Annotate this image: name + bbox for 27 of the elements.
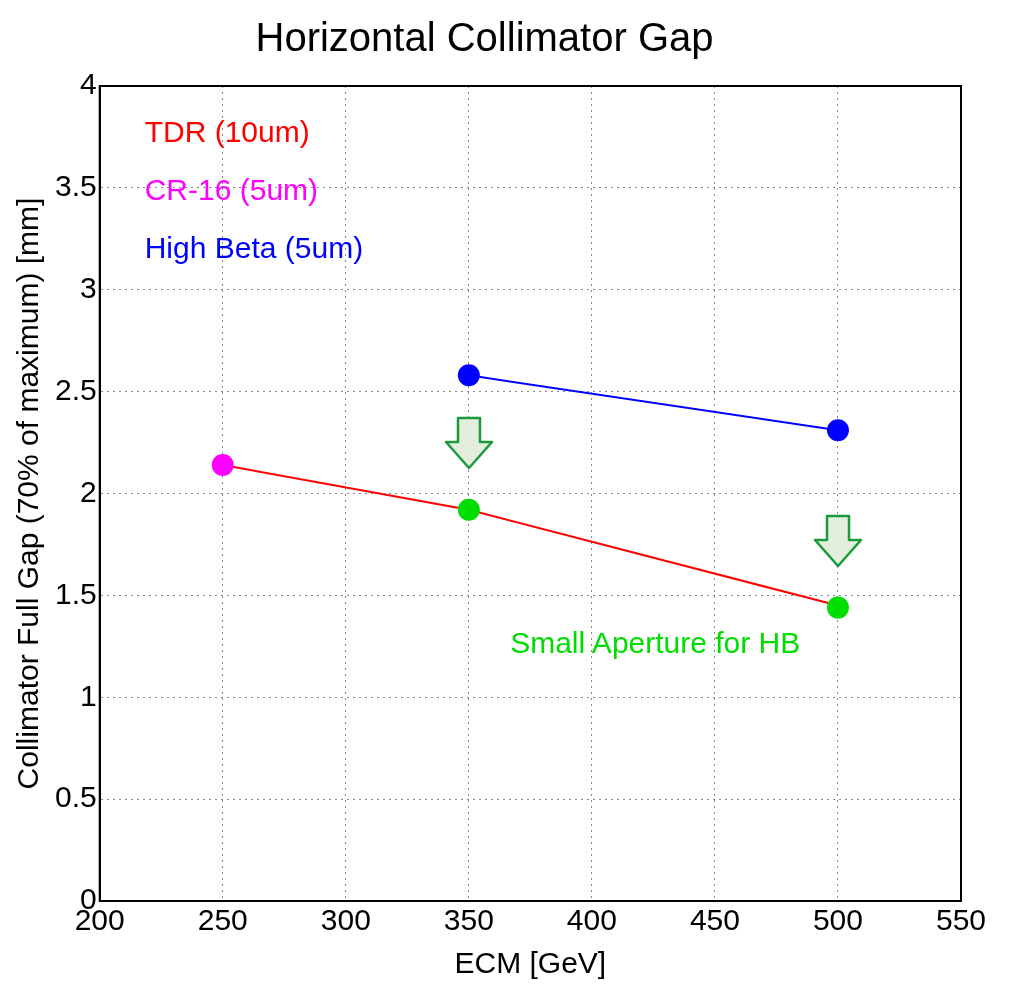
y-tick-label: 2.5 xyxy=(54,372,97,406)
point xyxy=(457,498,480,521)
x-tick-label: 550 xyxy=(935,903,987,937)
x-tick-label: 400 xyxy=(566,903,617,937)
y-tick-label: 2 xyxy=(80,474,97,508)
x-tick-label: 450 xyxy=(689,903,740,937)
x-tick-label: 500 xyxy=(812,903,863,937)
annotation: Small Aperture for HB xyxy=(510,625,801,659)
y-axis-title: Collimator Full Gap (70% of maximum) [mm] xyxy=(11,197,45,790)
x-axis-title: ECM [GeV] xyxy=(454,946,607,980)
chart-title: Horizontal Collimator Gap xyxy=(255,15,714,60)
y-tick-label: 0.5 xyxy=(54,780,97,814)
y-tick-label: 1 xyxy=(80,678,97,712)
text: CR-16 (5um) xyxy=(144,173,319,207)
point xyxy=(457,364,480,387)
text: TDR (10um) xyxy=(144,115,310,149)
text: High Beta (5um) xyxy=(144,231,364,265)
point xyxy=(826,596,849,619)
y-tick-label: 3.5 xyxy=(54,169,97,203)
y-tick-label: 1.5 xyxy=(54,576,97,610)
x-tick-label: 300 xyxy=(320,903,371,937)
y-tick-label: 4 xyxy=(80,67,97,101)
point xyxy=(826,419,849,442)
point xyxy=(211,453,234,476)
y-tick-label: 3 xyxy=(80,271,97,305)
x-tick-label: 250 xyxy=(197,903,248,937)
x-tick-label: 350 xyxy=(443,903,494,937)
